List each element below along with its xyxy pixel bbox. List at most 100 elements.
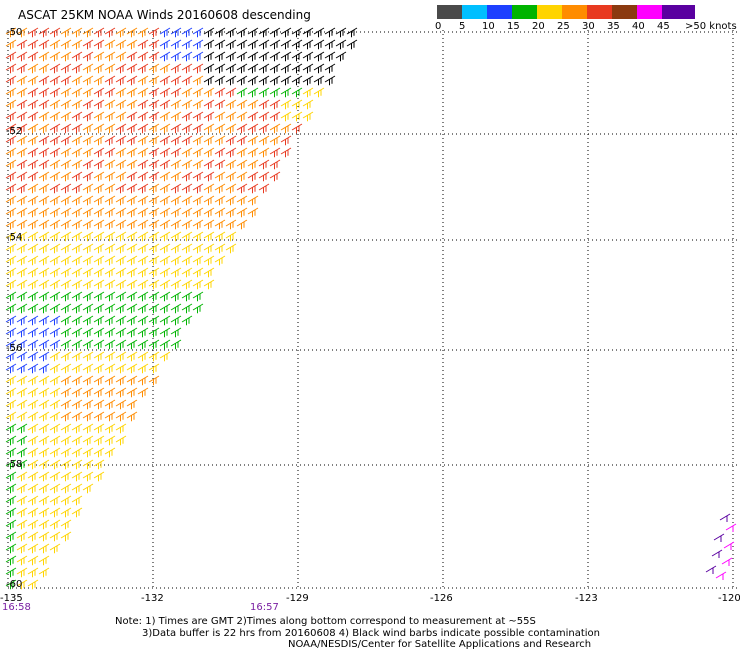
wind-barb xyxy=(247,51,259,62)
wind-barb xyxy=(16,27,28,38)
legend-tick-max: >50 knots xyxy=(685,21,737,32)
wind-barb xyxy=(181,51,193,62)
wind-barb xyxy=(71,231,83,242)
wind-barb xyxy=(5,111,17,122)
wind-barb xyxy=(27,99,39,110)
wind-barb xyxy=(324,27,336,38)
wind-barb xyxy=(302,87,314,98)
wind-barb xyxy=(148,195,160,206)
wind-barb xyxy=(324,51,336,62)
wind-barb xyxy=(225,207,237,218)
wind-barb xyxy=(236,171,248,182)
wind-barb xyxy=(60,39,72,50)
wind-barb xyxy=(93,423,105,434)
wind-barb xyxy=(71,387,83,398)
wind-barb xyxy=(225,27,237,38)
wind-barb xyxy=(280,123,292,134)
wind-barb xyxy=(60,519,72,530)
wind-barb xyxy=(82,111,94,122)
wind-barb xyxy=(5,255,17,266)
wind-barb xyxy=(71,411,83,422)
wind-barb xyxy=(313,63,325,74)
wind-barb xyxy=(313,51,325,62)
wind-barb xyxy=(159,279,171,290)
wind-barb xyxy=(148,255,160,266)
wind-barb xyxy=(137,267,149,278)
wind-barb xyxy=(5,123,17,134)
wind-barb xyxy=(181,219,193,230)
wind-barb xyxy=(258,39,270,50)
wind-barb xyxy=(27,63,39,74)
wind-barb xyxy=(93,315,105,326)
wind-barb xyxy=(247,75,259,86)
wind-barb xyxy=(71,135,83,146)
wind-barb xyxy=(27,315,39,326)
wind-barb xyxy=(258,51,270,62)
wind-barb xyxy=(269,51,281,62)
wind-barb xyxy=(269,63,281,74)
wind-barb xyxy=(38,255,50,266)
wind-barb xyxy=(82,243,94,254)
wind-barb xyxy=(60,291,72,302)
wind-barb xyxy=(159,87,171,98)
wind-barb xyxy=(27,75,39,86)
wind-barb xyxy=(27,147,39,158)
lon-label-132: -132 xyxy=(141,593,164,604)
wind-barb xyxy=(27,435,39,446)
wind-barb xyxy=(27,123,39,134)
wind-barb xyxy=(137,339,149,350)
wind-barb xyxy=(27,207,39,218)
wind-barb xyxy=(38,195,50,206)
wind-barb xyxy=(49,63,61,74)
wind-barb xyxy=(71,495,83,506)
wind-barb xyxy=(60,255,72,266)
wind-barb xyxy=(16,99,28,110)
wind-barb xyxy=(49,255,61,266)
wind-barb xyxy=(38,327,50,338)
wind-barb xyxy=(16,459,28,470)
wind-barb xyxy=(49,447,61,458)
legend-tick-45: 45 xyxy=(657,21,670,32)
wind-barb xyxy=(247,171,259,182)
wind-barb xyxy=(16,75,28,86)
wind-barb xyxy=(16,351,28,362)
wind-barb xyxy=(60,171,72,182)
wind-barb xyxy=(236,87,248,98)
wind-barb xyxy=(93,243,105,254)
lat-label-58: -58 xyxy=(6,459,23,470)
wind-barb xyxy=(302,99,314,110)
wind-barb xyxy=(236,99,248,110)
wind-barb xyxy=(225,219,237,230)
wind-barb xyxy=(49,339,61,350)
wind-barb xyxy=(170,267,182,278)
wind-barb xyxy=(82,447,94,458)
wind-barb xyxy=(137,39,149,50)
wind-barb xyxy=(137,135,149,146)
wind-barb xyxy=(5,327,17,338)
wind-barb xyxy=(49,111,61,122)
wind-barb xyxy=(5,555,17,566)
wind-barb xyxy=(148,243,160,254)
wind-barb xyxy=(60,483,72,494)
wind-barb xyxy=(104,291,116,302)
wind-barb xyxy=(159,207,171,218)
wind-barb xyxy=(115,351,127,362)
wind-barb xyxy=(93,135,105,146)
wind-barb xyxy=(148,123,160,134)
wind-barb xyxy=(126,147,138,158)
wind-barb xyxy=(27,183,39,194)
wind-barb xyxy=(214,171,226,182)
wind-barb xyxy=(126,267,138,278)
wind-barb xyxy=(49,183,61,194)
wind-barb xyxy=(49,495,61,506)
wind-barb xyxy=(280,39,292,50)
wind-barb xyxy=(93,459,105,470)
wind-barb xyxy=(93,375,105,386)
wind-barb xyxy=(27,291,39,302)
wind-barb xyxy=(170,243,182,254)
wind-barb xyxy=(225,243,237,254)
wind-barb xyxy=(49,99,61,110)
wind-barb xyxy=(27,555,39,566)
wind-barb xyxy=(291,51,303,62)
wind-barb xyxy=(82,207,94,218)
